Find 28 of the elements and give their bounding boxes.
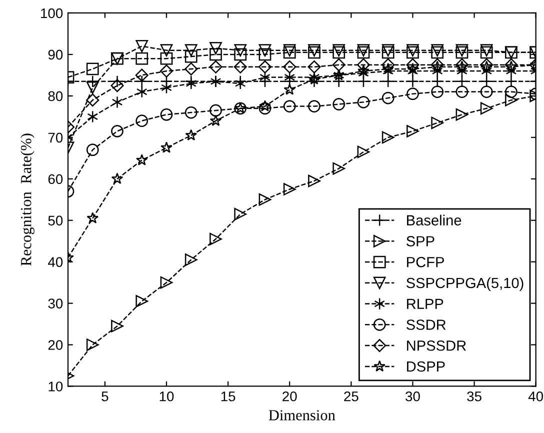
- y-tick-label: 30: [48, 298, 63, 308]
- legend-label: DSPP: [407, 361, 445, 372]
- x-tick-label: 35: [467, 391, 482, 402]
- y-tick-label: 20: [48, 340, 63, 350]
- y-tick-label: 10: [48, 382, 63, 392]
- x-tick-label: 40: [528, 391, 544, 402]
- y-tick-label: 100: [41, 8, 63, 18]
- y-tick-label: 60: [48, 174, 63, 184]
- legend-label: RLPP: [407, 298, 444, 309]
- x-tick-label: 5: [102, 392, 108, 402]
- y-tick-label: 80: [48, 91, 63, 102]
- y-tick-label: 70: [48, 132, 63, 143]
- x-tick-label: 20: [282, 391, 297, 402]
- legend-label: SSDR: [406, 320, 446, 330]
- y-axis-title: Recognition Rate(%): [20, 134, 34, 266]
- legend-label: SSPCPPGA(5,10): [406, 277, 524, 292]
- legend-label: NPSSDR: [407, 340, 466, 351]
- y-tick-label: 90: [48, 50, 63, 60]
- y-tick-label: 50: [48, 216, 63, 226]
- y-tick-label: 40: [48, 257, 63, 267]
- x-axis-title: Dimension: [268, 410, 336, 420]
- legend-label: PCFP: [407, 256, 444, 268]
- x-tick-label: 10: [160, 391, 174, 402]
- x-tick-label: 15: [221, 392, 236, 402]
- x-tick-label: 25: [344, 391, 358, 402]
- legend-label: Baseline: [407, 214, 462, 226]
- x-tick-label: 30: [406, 391, 420, 402]
- legend-label: SPP: [406, 236, 434, 246]
